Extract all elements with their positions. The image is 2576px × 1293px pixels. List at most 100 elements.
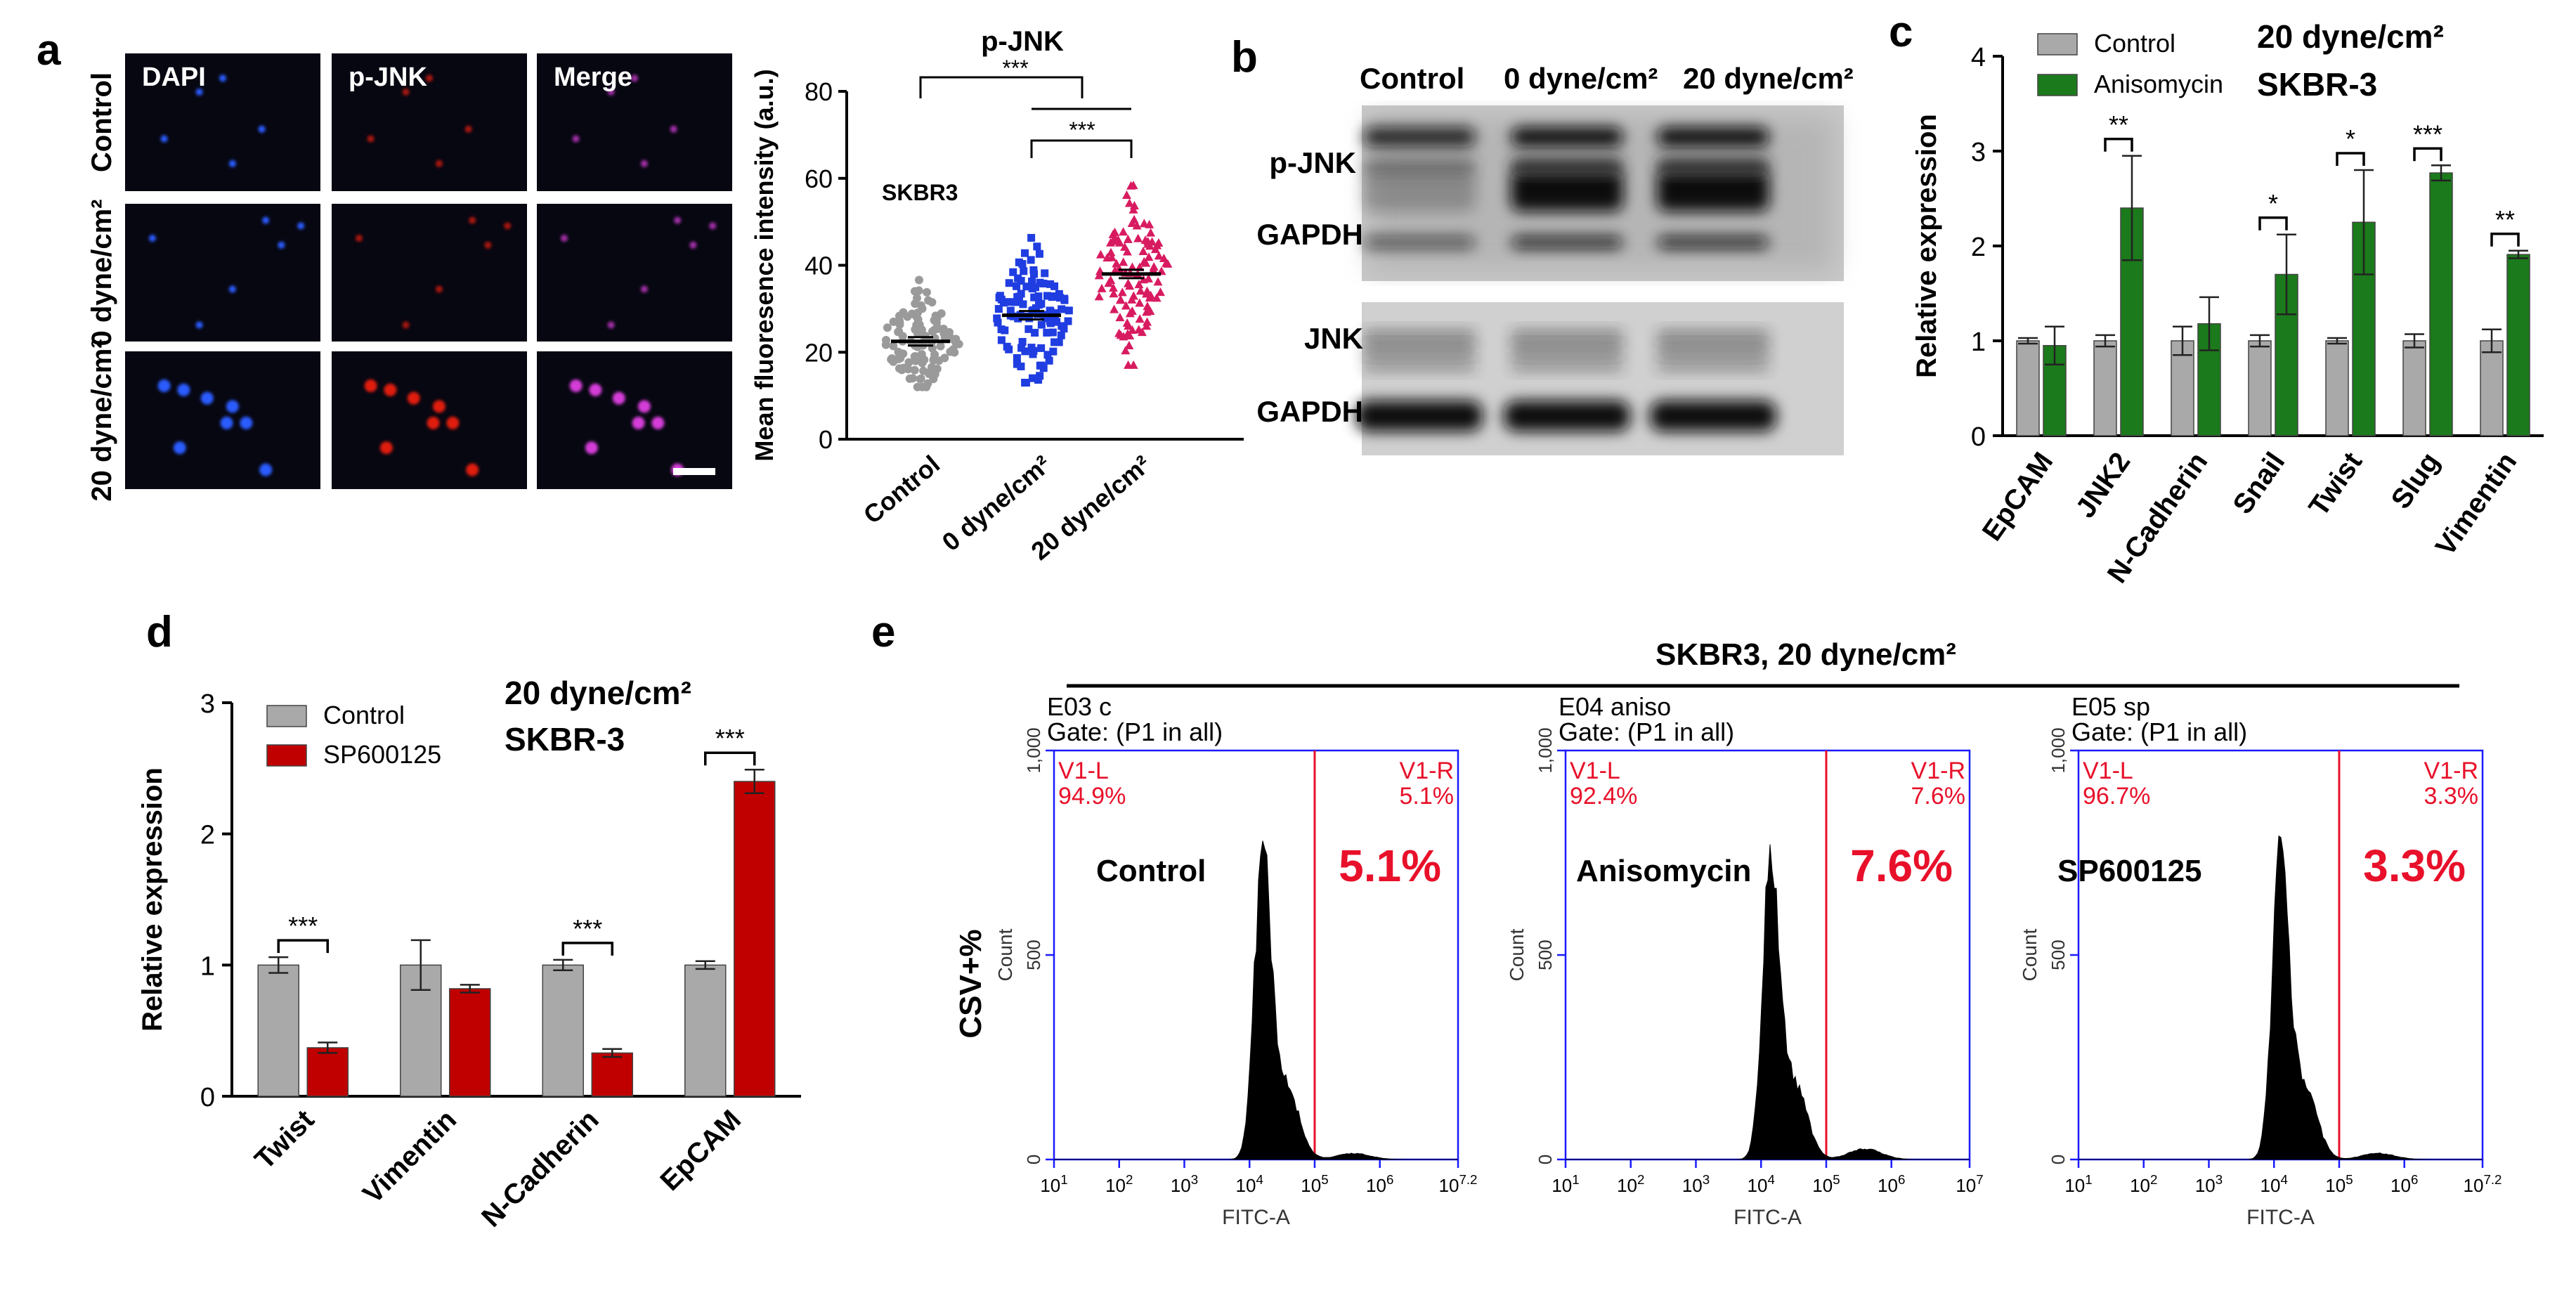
micrograph-tile — [537, 351, 732, 489]
y-tick-label: 1 — [200, 951, 215, 981]
protein-band — [1363, 345, 1476, 355]
cell-nucleus — [426, 74, 433, 82]
data-point — [1050, 282, 1059, 290]
data-point — [1065, 306, 1073, 315]
data-point — [997, 295, 1006, 304]
micrograph-tile — [537, 204, 732, 342]
y-tick-label: 3 — [1971, 138, 1986, 167]
gate-pct-right: 7.6% — [1911, 783, 1966, 810]
data-point — [1017, 277, 1025, 285]
data-point — [1139, 219, 1149, 228]
bar-chart-sp600125: 0 1 2 3 Relative expression *** Twist Vimentin *… — [137, 689, 801, 1233]
data-point — [1037, 344, 1046, 352]
data-point — [1028, 374, 1036, 382]
y-tick-label: 500 — [2048, 940, 2069, 970]
protein-band — [1657, 127, 1769, 147]
protein-band — [1511, 236, 1623, 249]
data-point — [924, 296, 933, 305]
cell-nucleus — [219, 74, 226, 82]
panel-d: d 20 dyne/cm² SKBR-3 0 1 2 3 Relative expres… — [137, 608, 801, 1233]
cell-nucleus — [160, 135, 168, 143]
data-point — [940, 353, 949, 363]
bar — [2402, 340, 2426, 436]
x-tick-label: Vimentin — [357, 1104, 462, 1209]
data-point — [1013, 282, 1021, 290]
protein-band — [1511, 360, 1623, 370]
x-tick-label: 102 — [2130, 1172, 2157, 1196]
condition-label: Control — [1096, 854, 1206, 888]
data-point — [895, 320, 904, 329]
data-point — [1058, 305, 1066, 313]
data-point — [1140, 235, 1150, 245]
data-point — [1015, 258, 1023, 266]
y-tick-label: 1,000 — [2048, 727, 2069, 773]
y-tick-label: 2 — [200, 821, 215, 850]
x-tick-label: 107 — [1956, 1172, 1983, 1196]
panel-c-title-2: SKBR-3 — [2257, 66, 2377, 103]
significance-label: ** — [2495, 205, 2515, 234]
bar — [2248, 340, 2272, 436]
data-point — [1144, 252, 1154, 261]
data-point — [1106, 247, 1116, 256]
cell-nucleus — [631, 74, 638, 82]
gate-name-right: V1-R — [1400, 758, 1454, 784]
data-point — [997, 336, 1006, 344]
data-point — [1045, 356, 1053, 365]
chart-title: p-JNK — [981, 26, 1064, 57]
x-tick-label: Twist — [249, 1104, 320, 1175]
data-point — [1021, 249, 1029, 257]
data-point — [1134, 280, 1144, 289]
positive-percent: 5.1% — [1339, 840, 1441, 891]
cell-nucleus — [364, 379, 377, 392]
data-point — [994, 318, 1002, 327]
bar — [591, 1052, 633, 1097]
data-point — [916, 301, 925, 310]
data-point — [1048, 328, 1057, 337]
significance-bracket — [2258, 216, 2288, 230]
cell-nucleus — [689, 241, 697, 249]
gate-pct-left: 94.9% — [1058, 783, 1126, 810]
cell-nucleus — [402, 88, 410, 96]
data-point — [1129, 214, 1139, 223]
x-axis-label: FITC-A — [1733, 1206, 1802, 1229]
panel-e-label: e — [871, 608, 895, 656]
data-point — [1104, 278, 1114, 287]
y-tick-label: 0 — [2048, 1155, 2069, 1164]
x-tick-label: N-Cadherin — [476, 1104, 605, 1233]
y-tick-label: 0 — [1535, 1155, 1556, 1164]
lane-label: 0 dyne/cm² — [1504, 62, 1658, 95]
data-point — [1030, 270, 1039, 278]
y-axis-label: Count — [994, 928, 1016, 981]
micrograph-tile — [125, 204, 320, 342]
data-point — [1145, 241, 1154, 250]
x-tick-label: Control — [858, 450, 945, 530]
condition-label: 20 dyne/cm² — [86, 339, 117, 501]
bar — [2325, 340, 2349, 436]
data-point — [1017, 344, 1026, 352]
cell-nucleus — [379, 441, 393, 455]
data-point — [916, 375, 925, 384]
chart-annotation: SKBR3 — [882, 180, 958, 205]
cell-nucleus — [228, 160, 236, 167]
cell-nucleus — [651, 416, 665, 429]
cell-nucleus — [674, 216, 682, 224]
cell-nucleus — [148, 235, 156, 242]
cell-nucleus — [173, 441, 186, 455]
protein-band — [1657, 360, 1769, 370]
data-point — [905, 374, 914, 383]
channel-label: p-JNK — [349, 63, 427, 92]
data-point — [1119, 227, 1128, 236]
panel-a-label: a — [37, 26, 61, 74]
x-tick-label: 102 — [1105, 1172, 1133, 1196]
cell-nucleus — [435, 160, 443, 167]
gate-text: Gate: (P1 in all) — [2071, 717, 2247, 746]
y-tick-label: 80 — [805, 77, 833, 106]
band-label: JNK — [1304, 322, 1363, 355]
data-point — [887, 354, 897, 363]
data-point — [1037, 361, 1046, 370]
x-tick-label: Twist — [2303, 447, 2368, 522]
data-point — [932, 318, 941, 327]
bar — [2480, 340, 2504, 436]
data-point — [1017, 290, 1025, 298]
